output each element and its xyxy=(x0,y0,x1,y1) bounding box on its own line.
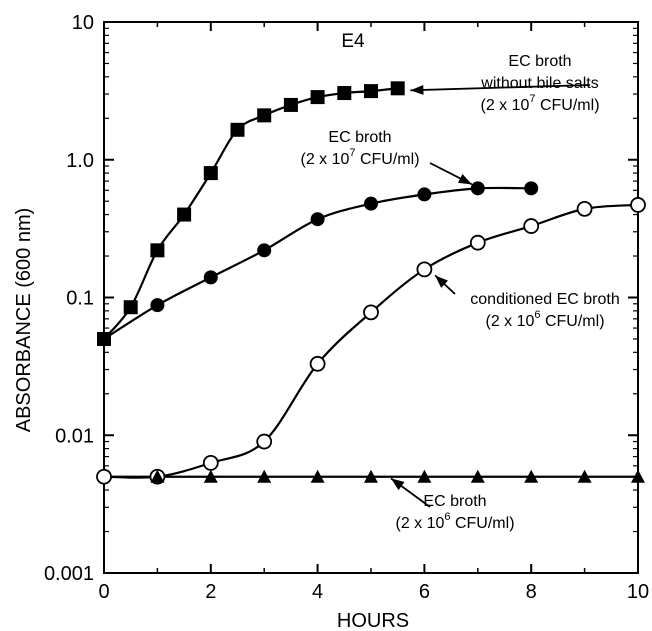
arrowhead xyxy=(391,478,405,491)
annotation-concentration: (2 x 107 CFU/ml) xyxy=(300,147,419,168)
square-marker xyxy=(390,81,405,96)
arrowhead xyxy=(435,275,448,288)
filled-circle-marker xyxy=(97,331,111,346)
y-tick-label: 0.001 xyxy=(44,563,94,585)
open-circle-marker xyxy=(256,433,273,450)
triangle-marker xyxy=(203,469,218,483)
filled-circle-marker xyxy=(257,243,272,258)
triangle-marker xyxy=(364,469,378,483)
triangle-marker xyxy=(524,469,539,483)
filled-circle-marker xyxy=(524,181,539,196)
filled-circle-marker xyxy=(417,187,432,202)
x-tick-label: 2 xyxy=(205,581,216,603)
x-axis-title: HOURS xyxy=(337,610,409,631)
annotation-concentration: (2 x 106 CFU/ml) xyxy=(395,511,514,532)
annotation-concentration: (2 x 107 CFU/ml) xyxy=(480,93,599,114)
open-circle-marker xyxy=(96,468,112,485)
open-circle-marker xyxy=(309,355,326,372)
open-circle-marker xyxy=(630,197,646,213)
annotation: EC broth(2 x 107 CFU/ml) xyxy=(300,129,473,186)
square-marker xyxy=(177,207,192,222)
series-markers xyxy=(96,81,646,485)
x-tick-label: 4 xyxy=(312,581,323,603)
open-circle-marker xyxy=(202,454,219,471)
square-marker xyxy=(150,243,165,258)
series-line xyxy=(103,186,532,340)
open-circle-marker xyxy=(469,234,486,251)
filled-circle-marker xyxy=(150,298,165,313)
filled-circle-marker xyxy=(203,270,218,285)
arrowhead xyxy=(457,173,472,185)
triangle-marker xyxy=(257,469,272,483)
open-circle-marker xyxy=(576,200,593,217)
square-marker xyxy=(230,122,245,137)
filled-circle-marker xyxy=(310,212,325,227)
annotation-label: without bile salts xyxy=(480,75,598,92)
series-lines xyxy=(103,87,639,479)
series-line xyxy=(103,203,639,479)
square-marker xyxy=(310,90,325,105)
y-tick-label: 10 xyxy=(72,12,94,34)
x-tick-label: 0 xyxy=(98,581,109,603)
triangle-marker xyxy=(310,469,325,483)
annotation-concentration: (2 x 106 CFU/ml) xyxy=(485,309,604,330)
x-tick-label: 10 xyxy=(627,581,649,603)
annotation-label: conditioned EC broth xyxy=(470,291,619,308)
square-marker xyxy=(364,84,378,99)
x-tick-label: 6 xyxy=(419,581,430,603)
filled-circle-marker xyxy=(470,181,485,196)
series-line xyxy=(103,87,398,340)
annotation: conditioned EC broth(2 x 106 CFU/ml) xyxy=(434,274,620,330)
annotation: EC broth(2 x 106 CFU/ml) xyxy=(390,477,515,532)
square-marker xyxy=(337,86,352,101)
triangle-marker xyxy=(150,469,165,483)
annotation: EC broth without bile salts(2 x 107 CFU/m… xyxy=(410,53,600,114)
annotation-label: EC broth xyxy=(508,53,571,70)
open-circle-marker xyxy=(523,218,540,234)
y-tick-label: 1.0 xyxy=(66,150,94,172)
plot-axes: 0 2 4 6 8 10 0.001 0.01 0.1 1.0 10 xyxy=(44,12,649,603)
square-marker xyxy=(283,97,298,112)
square-marker xyxy=(203,166,218,181)
triangle-marker xyxy=(631,469,645,483)
triangle-marker xyxy=(417,469,432,483)
filled-circle-marker xyxy=(364,196,378,211)
square-marker xyxy=(123,300,138,315)
open-circle-marker xyxy=(363,304,379,321)
annotation-label: EC broth xyxy=(423,493,486,510)
square-marker xyxy=(257,108,272,123)
panel-label: E4 xyxy=(341,31,365,52)
triangle-marker xyxy=(577,469,592,483)
y-axis-title: ABSORBANCE (600 nm) xyxy=(13,208,35,433)
triangle-marker xyxy=(470,469,485,483)
annotation-arrow xyxy=(410,84,591,92)
y-tick-label: 0.01 xyxy=(55,425,94,447)
x-tick-label: 8 xyxy=(526,581,537,603)
annotation-label: EC broth xyxy=(328,129,391,146)
open-circle-marker xyxy=(416,261,433,278)
arrowhead xyxy=(410,84,424,95)
y-tick-label: 0.1 xyxy=(66,288,94,310)
